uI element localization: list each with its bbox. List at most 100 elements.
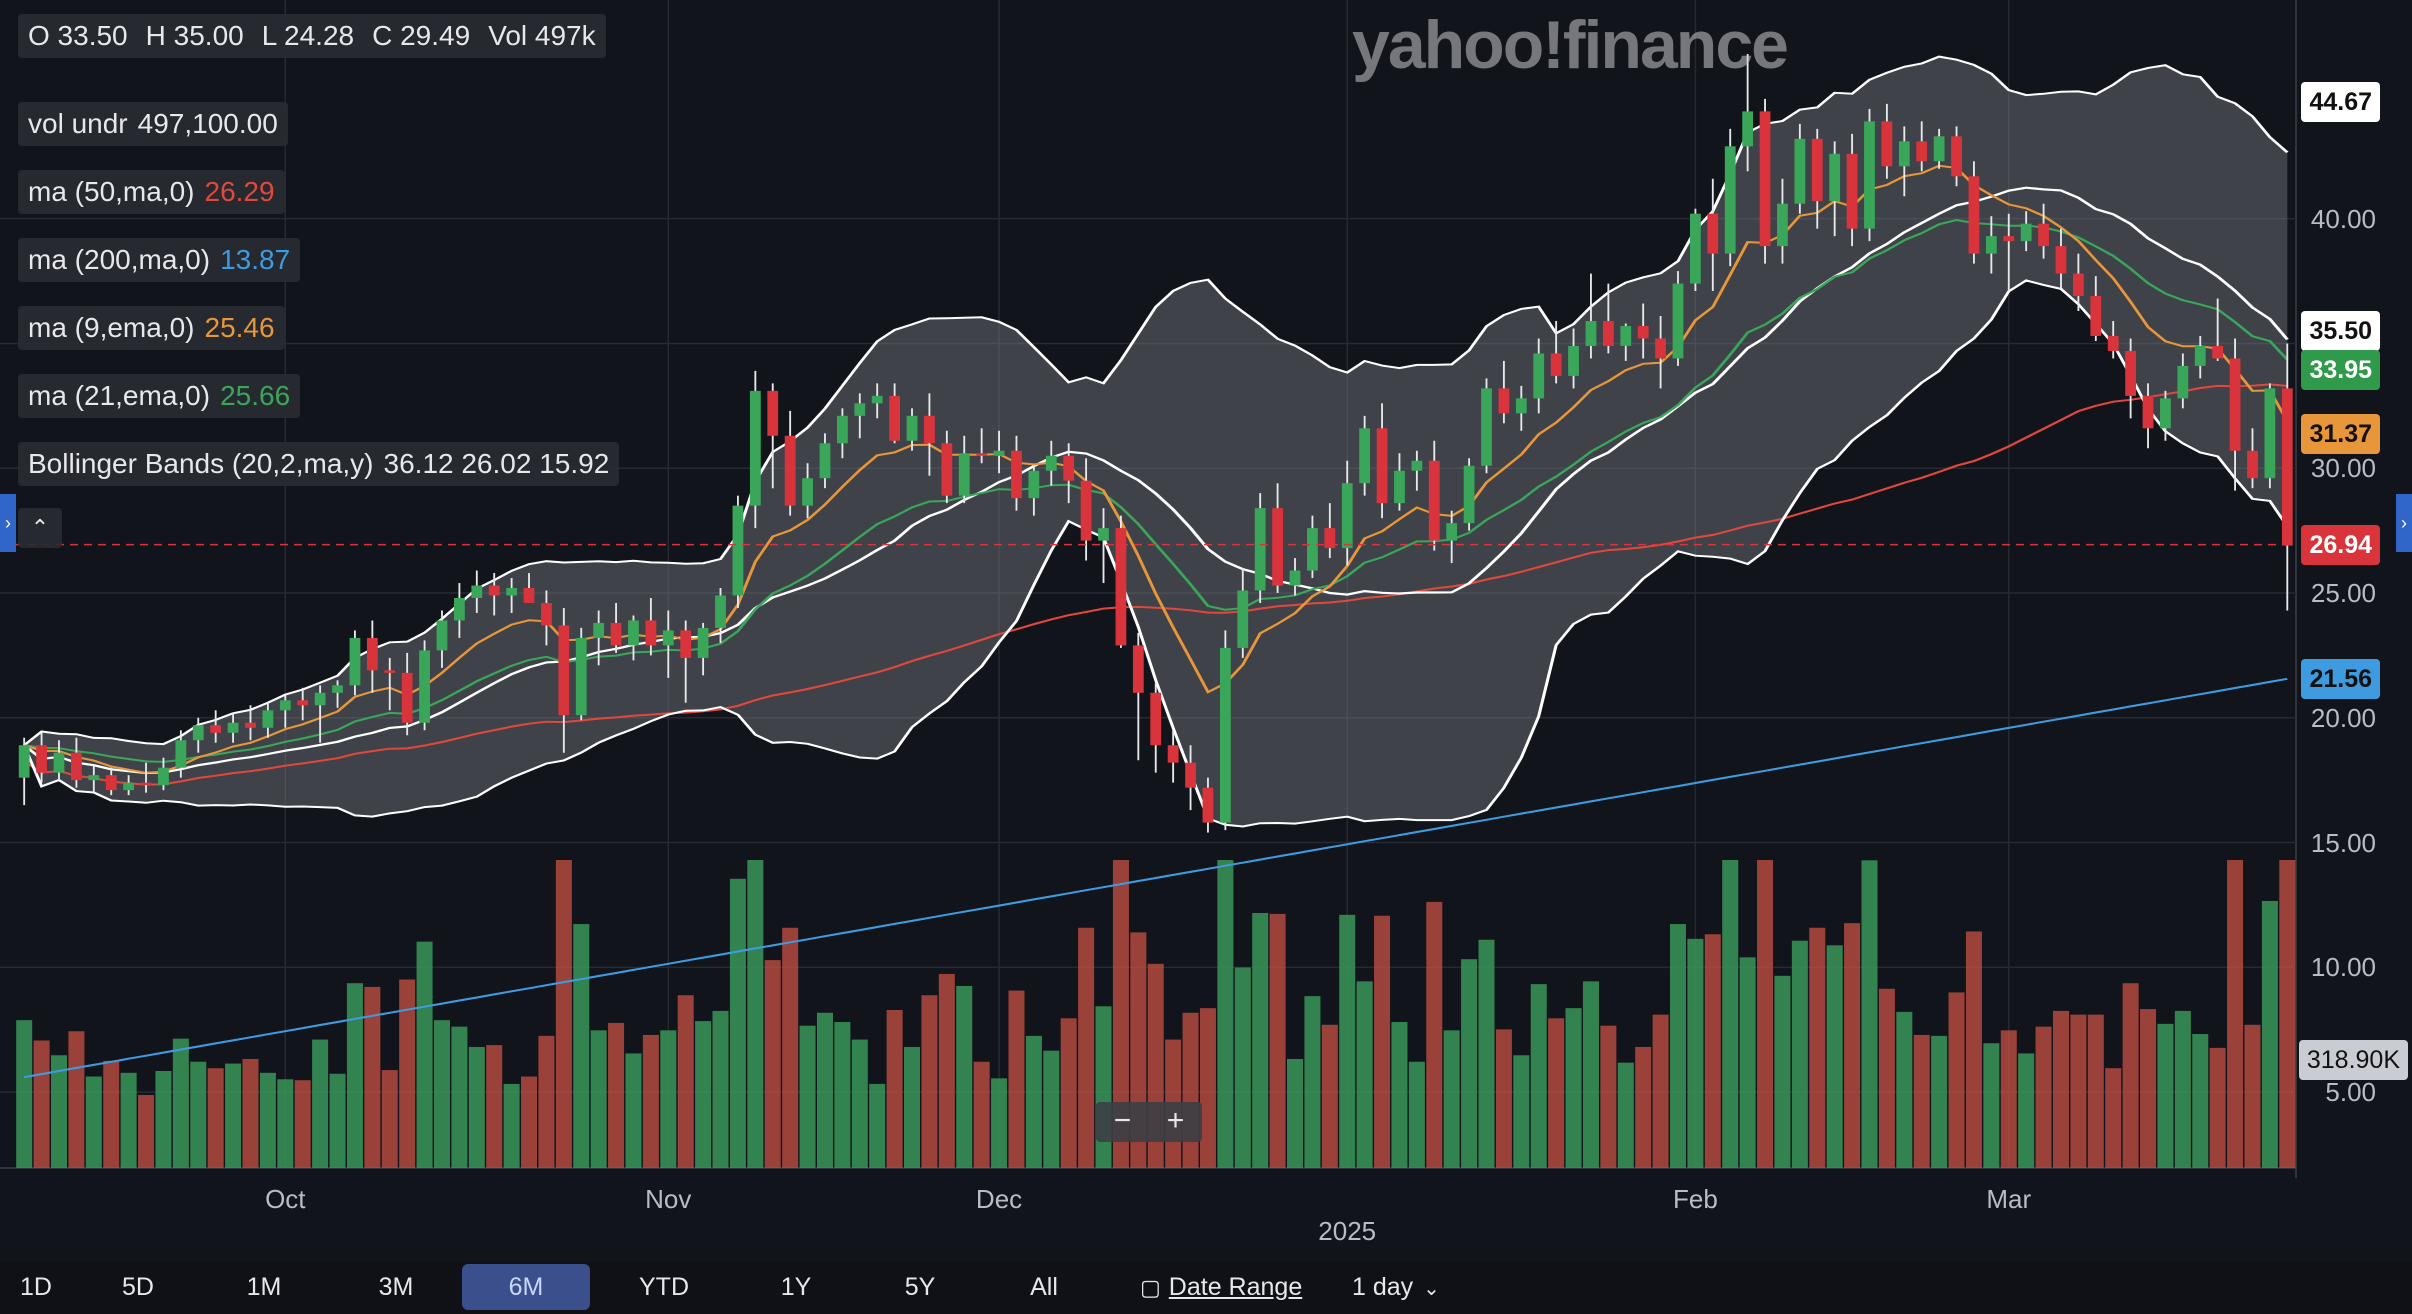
- volume-bar: [1478, 939, 1495, 1168]
- candle-body: [628, 620, 639, 646]
- zoom-in-button[interactable]: +: [1166, 1104, 1185, 1137]
- volume-bar: [2261, 900, 2278, 1168]
- candle-body: [1289, 570, 1301, 586]
- candle-body: [2038, 223, 2049, 247]
- volume-bar: [573, 924, 590, 1168]
- timeframe-6m-button[interactable]: 6M: [462, 1264, 590, 1310]
- volume-bar: [991, 1078, 1008, 1168]
- candle-body: [889, 395, 901, 441]
- candle-body: [819, 443, 831, 479]
- candle-body: [1742, 111, 1754, 147]
- volume-bar: [1356, 981, 1373, 1168]
- volume-bar: [2087, 1014, 2104, 1168]
- volume-bar: [2157, 1023, 2174, 1168]
- candle-body: [1515, 398, 1527, 414]
- right-panel-handle-icon[interactable]: ›: [2396, 494, 2412, 552]
- candle-body: [1951, 136, 1962, 177]
- candle-body: [1394, 470, 1405, 504]
- timeframe-1d-button[interactable]: 1D: [20, 1273, 52, 1301]
- legend-row[interactable]: ma (50,ma,0) 26.29: [18, 170, 285, 214]
- timeframe-5d-button[interactable]: 5D: [122, 1273, 154, 1301]
- candle-body: [1115, 528, 1127, 646]
- candle-body: [1080, 480, 1092, 541]
- candle-body: [1237, 590, 1249, 648]
- candle-body: [18, 745, 30, 778]
- volume-bar: [120, 1072, 137, 1168]
- volume-bar: [1669, 924, 1687, 1168]
- volume-bar: [1548, 1018, 1565, 1168]
- legend-name: ma (9,ema,0): [28, 312, 195, 343]
- candle-body: [1463, 465, 1475, 524]
- volume-bar: [2105, 1068, 2122, 1168]
- candle-body: [1428, 460, 1440, 541]
- volume-bar: [50, 1055, 68, 1168]
- volume-bar: [155, 1070, 172, 1168]
- date-range-button[interactable]: ▢ Date Range: [1140, 1264, 1340, 1310]
- volume-bar: [1060, 1018, 1077, 1168]
- price-chart[interactable]: [0, 0, 2412, 1262]
- legend-row[interactable]: ma (200,ma,0) 13.87: [18, 238, 301, 282]
- timeframe-3m-button[interactable]: 3M: [378, 1273, 414, 1301]
- volume-bar: [1809, 927, 1826, 1168]
- candle-body: [158, 767, 169, 786]
- candle-body: [2055, 246, 2067, 274]
- volume-bar: [486, 1045, 503, 1168]
- volume-bar: [2140, 1009, 2157, 1168]
- candle-body: [1916, 141, 1928, 162]
- candle-body: [2125, 350, 2137, 396]
- collapse-legend-button[interactable]: ⌃: [18, 508, 62, 548]
- volume-bar: [1252, 912, 1269, 1168]
- candle-body: [732, 505, 744, 596]
- legend-value: 36.12 26.02 15.92: [383, 448, 610, 479]
- volume-bar: [1043, 1050, 1060, 1168]
- volume-bar: [259, 1072, 276, 1168]
- x-tick-label: 2025: [1318, 1216, 1377, 1246]
- price-tag: 33.95: [2301, 349, 2380, 390]
- candle-body: [36, 745, 47, 773]
- candle-body: [1132, 645, 1144, 693]
- timeframe-5y-button[interactable]: 5Y: [904, 1273, 936, 1301]
- volume-bar: [642, 1034, 659, 1168]
- candle-body: [1533, 353, 1545, 399]
- volume-bar: [1896, 1011, 1913, 1168]
- legend-row[interactable]: ma (21,ema,0) 25.66: [18, 374, 301, 418]
- interval-select[interactable]: 1 day ⌄: [1352, 1264, 1462, 1310]
- candle-body: [1341, 483, 1353, 549]
- volume-bar: [2122, 983, 2139, 1168]
- left-panel-handle-icon[interactable]: ›: [0, 494, 16, 552]
- volume-bar: [2000, 1030, 2017, 1168]
- volume-bar: [381, 1070, 398, 1168]
- candle-body: [1202, 787, 1214, 823]
- candle-body: [1219, 647, 1231, 823]
- candle-body: [401, 672, 413, 723]
- legend-name: Bollinger Bands (20,2,ma,y): [28, 448, 374, 479]
- timeframe-1m-button[interactable]: 1M: [246, 1273, 282, 1301]
- plot-area: [16, 53, 2296, 1168]
- candle-body: [419, 650, 430, 723]
- volume-bar: [416, 941, 433, 1168]
- volume-bar: [346, 983, 363, 1168]
- legend-row[interactable]: ma (9,ema,0) 25.46: [18, 306, 285, 350]
- timeframe-all-button[interactable]: All: [1030, 1273, 1058, 1301]
- candle-body: [715, 595, 726, 628]
- candle-body: [210, 725, 222, 733]
- candle-body: [523, 588, 535, 603]
- volume-bar: [2018, 1053, 2035, 1168]
- volume-bar: [1965, 931, 1982, 1168]
- candle-body: [958, 453, 970, 496]
- volume-bar: [816, 1012, 833, 1168]
- volume-tag: 318.90K: [2298, 1040, 2408, 1080]
- volume-bar: [33, 1040, 50, 1168]
- candle-body: [175, 740, 187, 768]
- legend-value: 25.66: [220, 380, 291, 411]
- volume-bar: [1025, 1035, 1042, 1168]
- candle-body: [314, 692, 326, 706]
- legend-row[interactable]: vol undr 497,100.00: [18, 102, 288, 146]
- candle-body: [123, 782, 135, 791]
- candle-body: [575, 637, 587, 716]
- timeframe-ytd-button[interactable]: YTD: [639, 1273, 689, 1301]
- zoom-out-button[interactable]: −: [1113, 1104, 1132, 1137]
- timeframe-1y-button[interactable]: 1Y: [780, 1273, 812, 1301]
- volume-bar: [1217, 860, 1234, 1168]
- legend-row[interactable]: Bollinger Bands (20,2,ma,y) 36.12 26.02 1…: [18, 442, 620, 486]
